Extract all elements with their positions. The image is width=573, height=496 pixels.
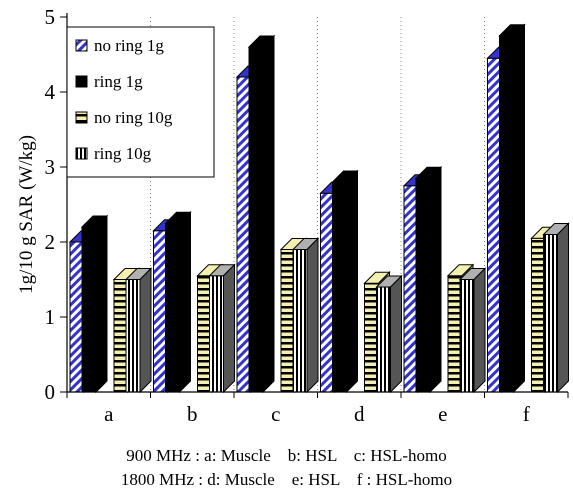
bar-ring-1g-d	[331, 169, 359, 394]
caption-line-1800mhz: 1800 MHz : d: Muscle e: HSL f : HSL-homo	[120, 470, 453, 489]
bar-side	[179, 211, 191, 394]
bar-side	[390, 274, 402, 394]
bar-ring-1g-f	[498, 23, 526, 394]
legend: no ring 1g ring 1g no ring 10g ring 10g	[66, 26, 215, 178]
bar-side	[95, 214, 108, 394]
bar-ring-10g-f	[542, 222, 570, 394]
legend-label-ring-1g: ring 1g	[94, 72, 143, 91]
bar-ring-1g-c	[247, 34, 276, 394]
bar-side	[557, 222, 569, 394]
x-tick-label: e	[438, 402, 447, 426]
bars	[68, 23, 570, 394]
bar-side	[139, 267, 152, 394]
bar-ring-10g-d	[375, 274, 403, 394]
bar-ring-10g-a	[124, 267, 153, 394]
y-tick-label: 3	[45, 155, 56, 179]
bar-face	[499, 35, 514, 393]
legend-box	[66, 26, 215, 178]
y-tick-label: 5	[45, 5, 56, 29]
x-tick-label: b	[187, 402, 198, 426]
caption-line-900mhz: 900 MHz : a: Muscle b: HSL c: HSL-homo	[126, 446, 447, 465]
x-tick-label: c	[271, 402, 280, 426]
bar-side	[429, 166, 442, 394]
bar-side	[262, 34, 275, 394]
bar-face	[209, 275, 224, 393]
legend-swatch-no-ring-10g	[75, 111, 88, 124]
bar-face	[292, 249, 308, 393]
x-tick-label: f	[523, 402, 530, 426]
bar-ring-10g-c	[291, 237, 320, 394]
bar-ring-10g-b	[208, 263, 236, 394]
bar-side	[473, 267, 486, 394]
bar-side	[346, 169, 358, 394]
bar-face	[376, 286, 391, 393]
legend-label-no-ring-10g: no ring 10g	[94, 108, 173, 127]
legend-label-no-ring-1g: no ring 1g	[94, 36, 164, 55]
bar-ring-10g-e	[458, 267, 487, 394]
bar-face	[459, 279, 475, 393]
bar-side	[306, 237, 319, 394]
bar-face	[543, 234, 558, 393]
bar-ring-1g-b	[164, 211, 192, 394]
legend-label-ring-10g: ring 10g	[94, 144, 152, 163]
y-axis-label: 1g/10 g SAR (W/kg)	[16, 135, 37, 294]
legend-swatch-ring-1g	[75, 75, 88, 88]
bar-face	[81, 226, 97, 393]
bar-face	[332, 181, 347, 393]
bar-face	[165, 222, 180, 393]
x-tick-label: a	[104, 402, 114, 426]
x-tick-label: d	[354, 402, 365, 426]
bar-ring-1g-e	[414, 166, 443, 394]
bar-face	[125, 279, 141, 393]
y-tick-label: 4	[45, 80, 56, 104]
sar-bar-chart: 0 1 2 3 4 5 a b c d e f 1g/10 g SAR (W/kg) no ring 1…	[16, 5, 570, 426]
y-tick-label: 0	[45, 380, 56, 404]
y-tick-label: 1	[45, 305, 56, 329]
bar-face	[415, 177, 431, 393]
bar-ring-1g-a	[80, 214, 109, 394]
legend-swatch-ring-10g	[75, 147, 88, 160]
bar-face	[248, 46, 264, 393]
bar-side	[223, 263, 235, 394]
y-tick-label: 2	[45, 230, 56, 254]
bar-side	[513, 23, 525, 394]
legend-swatch-no-ring-1g	[75, 39, 88, 52]
